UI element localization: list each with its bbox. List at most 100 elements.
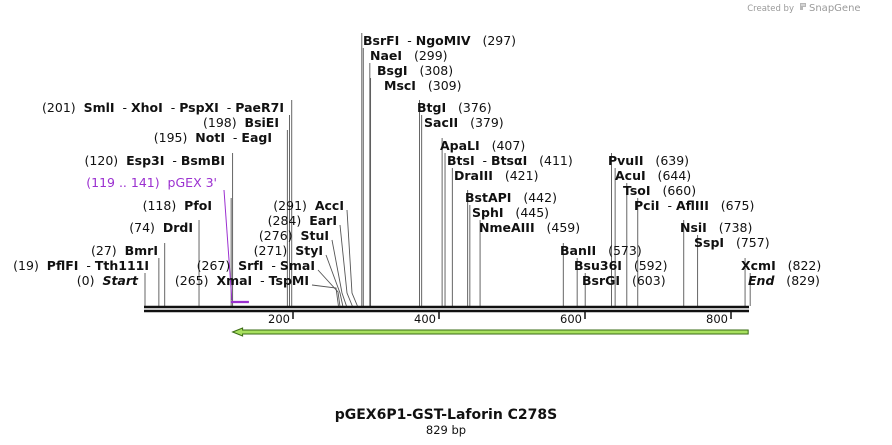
site-label-naei[interactable]: NaeI (299) xyxy=(370,48,448,63)
site-label-nsii[interactable]: NsiI (738) xyxy=(680,220,752,235)
site-label-xmai[interactable]: (265) XmaI - TspMI xyxy=(175,273,309,288)
site-position: (291) xyxy=(273,198,315,213)
primer-leader xyxy=(223,189,233,301)
dna-backbone xyxy=(144,305,749,313)
site-position: (201) xyxy=(42,100,84,115)
site-label-esp3i[interactable]: (120) Esp3I - BsmBI xyxy=(85,153,225,168)
name-separator: - xyxy=(263,258,279,273)
site-position: (74) xyxy=(129,220,163,235)
sequence-title: pGEX6P1-GST-Laforin C278S xyxy=(335,407,558,423)
site-label-bsiei[interactable]: (198) BsiEI xyxy=(203,115,279,130)
site-label-msci[interactable]: MscI (309) xyxy=(384,78,462,93)
tick-label-600: 600 xyxy=(560,312,582,326)
site-label-acui[interactable]: AcuI (644) xyxy=(615,168,691,183)
name-separator: - xyxy=(252,273,268,288)
site-position: (27) xyxy=(91,243,125,258)
site-label-nmeaiii[interactable]: NmeAIII (459) xyxy=(479,220,580,235)
enzyme-name: NaeI xyxy=(370,48,402,63)
site-label-start[interactable]: (0) Start xyxy=(77,273,139,288)
enzyme-name: DrdI xyxy=(163,220,193,235)
enzyme-name: PciI xyxy=(634,198,660,213)
site-label-pcii[interactable]: PciI - AflIII (675) xyxy=(634,198,754,213)
site-position: (297) xyxy=(471,33,517,48)
enzyme-name: AcuI xyxy=(615,168,646,183)
site-label-xcmi[interactable]: XcmI (822) xyxy=(741,258,821,273)
site-position: (592) xyxy=(622,258,668,273)
snapgene-credit: Created by SnapGene xyxy=(747,3,861,14)
tick-label-400: 400 xyxy=(414,312,436,326)
site-label-pvuii[interactable]: PvuII (639) xyxy=(608,153,689,168)
site-label-drdi[interactable]: (74) DrdI xyxy=(129,220,193,235)
site-position: (19) xyxy=(13,258,47,273)
site-label-bstapi[interactable]: BstAPI (442) xyxy=(465,190,557,205)
name-separator: - xyxy=(225,130,241,145)
site-label-smli[interactable]: (201) SmlI - XhoI - PspXI - PaeR7I xyxy=(42,100,284,115)
site-label-bsrfi[interactable]: BsrFI - NgoMIV (297) xyxy=(363,33,516,48)
enzyme-name: SrfI xyxy=(238,258,263,273)
enzyme-name: StuI xyxy=(300,228,329,243)
site-position: (267) xyxy=(197,258,239,273)
name-separator: - xyxy=(115,100,131,115)
enzyme-name: XmaI xyxy=(216,273,252,288)
enzyme-name: AccI xyxy=(315,198,344,213)
site-label-styi[interactable]: (271) StyI xyxy=(254,243,323,258)
site-label-bsrgi[interactable]: BsrGI (603) xyxy=(582,273,666,288)
enzyme-name: SacII xyxy=(424,115,458,130)
leader-styi xyxy=(325,254,344,307)
site-label-btsi[interactable]: BtsI - BtsαI (411) xyxy=(447,153,573,168)
primer-label[interactable]: (119 .. 141) pGEX 3' xyxy=(86,175,217,190)
site-position: (442) xyxy=(511,190,557,205)
enzyme-name: PaeR7I xyxy=(235,100,284,115)
site-label-eari[interactable]: (284) EarI xyxy=(268,213,337,228)
site-label-pflfi[interactable]: (19) PflFI - Tth111I xyxy=(13,258,149,273)
site-label-banii[interactable]: BanII (573) xyxy=(560,243,642,258)
site-label-sacii[interactable]: SacII (379) xyxy=(424,115,504,130)
brand-name: SnapGene xyxy=(809,3,861,14)
site-label-end[interactable]: End (829) xyxy=(748,273,820,288)
site-label-sphi[interactable]: SphI (445) xyxy=(472,205,549,220)
site-label-noti[interactable]: (195) NotI - EagI xyxy=(154,130,272,145)
name-separator: - xyxy=(219,100,235,115)
enzyme-name: NotI xyxy=(195,130,225,145)
site-label-btgi[interactable]: BtgI (376) xyxy=(417,100,492,115)
enzyme-name: Tth111I xyxy=(95,258,149,273)
enzyme-name: NgoMIV xyxy=(416,33,471,48)
enzyme-name: StyI xyxy=(295,243,323,258)
enzyme-name: MscI xyxy=(384,78,416,93)
site-position: (120) xyxy=(85,153,127,168)
name-separator: - xyxy=(399,33,415,48)
site-position: (829) xyxy=(774,273,820,288)
tick-label-800: 800 xyxy=(706,312,728,326)
site-label-acci[interactable]: (291) AccI xyxy=(273,198,344,213)
site-label-draiii[interactable]: DraIII (421) xyxy=(454,168,538,183)
site-position: (376) xyxy=(446,100,492,115)
site-label-bmri[interactable]: (27) BmrI xyxy=(91,243,158,258)
name-separator: - xyxy=(163,100,179,115)
enzyme-name: PfoI xyxy=(184,198,212,213)
site-position: (0) xyxy=(77,273,103,288)
enzyme-name: SmlI xyxy=(84,100,115,115)
site-label-bsgi[interactable]: BsgI (308) xyxy=(377,63,453,78)
site-label-tsoi[interactable]: TsoI (660) xyxy=(623,183,696,198)
name-separator: - xyxy=(660,198,676,213)
site-position: (379) xyxy=(458,115,504,130)
site-label-stui[interactable]: (276) StuI xyxy=(259,228,329,243)
name-separator: - xyxy=(475,153,491,168)
primer-name: pGEX 3' xyxy=(168,175,217,190)
site-label-sspi[interactable]: SspI (757) xyxy=(694,235,770,250)
gst-feature-arrow[interactable] xyxy=(231,327,749,337)
enzyme-name: AflIII xyxy=(676,198,709,213)
enzyme-name: End xyxy=(748,273,775,288)
site-label-bsu36i[interactable]: Bsu36I (592) xyxy=(574,258,667,273)
site-label-srfi[interactable]: (267) SrfI - SmaI xyxy=(197,258,315,273)
site-label-pfoi[interactable]: (118) PfoI xyxy=(143,198,212,213)
leader-srfi xyxy=(317,269,341,307)
enzyme-name: TspMI xyxy=(269,273,309,288)
leader-xmai xyxy=(311,284,339,307)
enzyme-name: BtgI xyxy=(417,100,446,115)
snapgene-logo-icon xyxy=(800,3,806,10)
site-label-apali[interactable]: ApaLI (407) xyxy=(440,138,525,153)
enzyme-name: NsiI xyxy=(680,220,707,235)
site-position: (411) xyxy=(527,153,573,168)
